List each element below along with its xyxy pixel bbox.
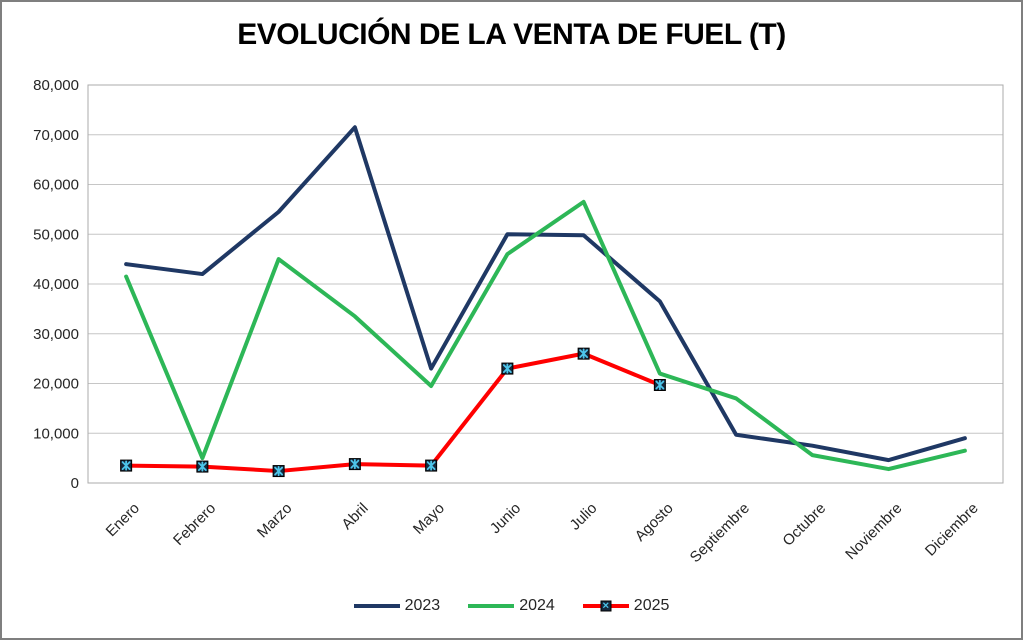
data-point-marker-2025 — [425, 459, 438, 472]
y-tick-label: 10,000 — [33, 425, 79, 442]
x-axis-label: Febrero — [170, 500, 219, 549]
y-tick-label: 20,000 — [33, 376, 79, 393]
series-line-2023 — [124, 125, 967, 463]
x-axis-label: Noviembre — [842, 500, 905, 563]
x-axis-label: Agosto — [632, 500, 677, 545]
y-tick-label: 40,000 — [33, 276, 79, 293]
y-tick-label: 50,000 — [33, 226, 79, 243]
x-axis-label: Junio — [487, 500, 524, 537]
x-axis-label: Octubre — [779, 500, 829, 550]
data-point-marker-2025 — [348, 458, 361, 471]
x-marker-icon: ✕ — [600, 600, 612, 612]
legend-item-2023: 2023 — [353, 597, 441, 615]
data-point-marker-2025 — [196, 460, 209, 473]
y-tick-label: 30,000 — [33, 326, 79, 343]
plot-area-border — [87, 84, 1004, 484]
legend-line-swatch-2023 — [353, 604, 400, 608]
data-point-marker-2025 — [120, 459, 133, 472]
legend-label: 2025 — [633, 597, 670, 614]
data-point-marker-2025 — [272, 465, 285, 478]
x-axis-label: Mayo — [410, 500, 448, 538]
y-tick-label: 70,000 — [33, 127, 79, 144]
legend-line-swatch-2025: ✕ — [582, 600, 629, 612]
legend-line-swatch-2024 — [468, 604, 515, 608]
legend-item-2025: ✕ 2025 — [582, 597, 670, 615]
series-line-2024 — [124, 199, 967, 472]
y-tick-label: 80,000 — [33, 77, 79, 94]
y-tick-label: 60,000 — [33, 177, 79, 194]
data-point-marker-2025 — [577, 347, 590, 360]
x-axis-label: Marzo — [254, 500, 295, 541]
legend-label: 2023 — [404, 597, 441, 614]
series-line-2025 — [124, 351, 662, 474]
x-axis-label: Diciembre — [922, 500, 982, 560]
legend-item-2024: 2024 — [468, 597, 555, 615]
chart-legend: 2023 2024 ✕ 2025 — [2, 597, 1021, 615]
x-axis-label: Abril — [338, 500, 371, 533]
y-tick-label: 0 — [71, 475, 79, 492]
x-axis-label: Septiembre — [687, 500, 753, 566]
data-point-marker-2025 — [501, 362, 514, 375]
data-point-marker-2025 — [653, 378, 666, 391]
x-axis-label: Julio — [567, 500, 601, 534]
chart-title: EVOLUCIÓN DE LA VENTA DE FUEL (T) — [237, 18, 786, 51]
x-axis-label: Enero — [103, 500, 143, 540]
legend-label: 2024 — [519, 597, 555, 614]
